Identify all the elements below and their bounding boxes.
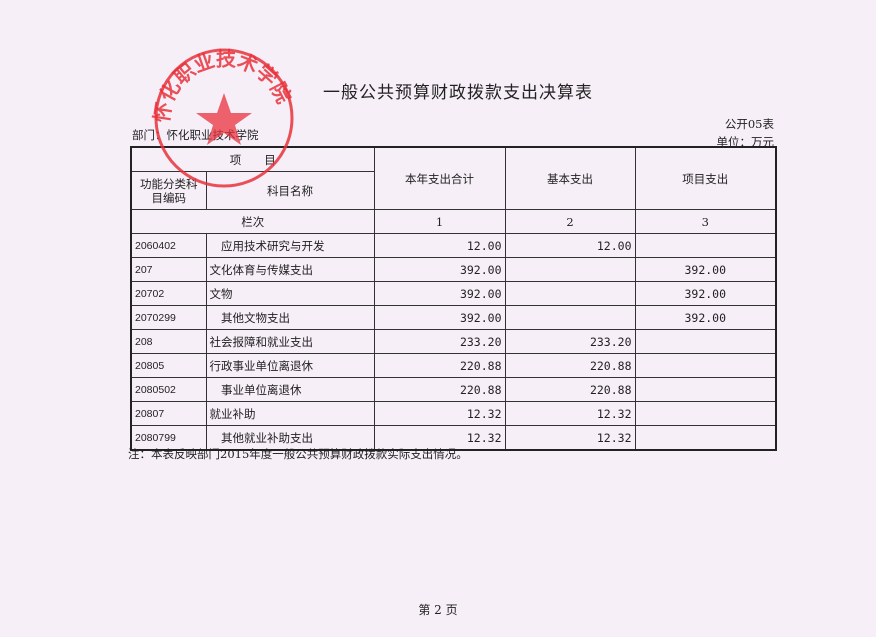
- row-name: 文化体育与传媒支出: [205, 257, 375, 282]
- row-basic: [504, 257, 636, 282]
- row-code: 20807: [130, 401, 207, 426]
- page-title: 一般公共预算财政拨款支出决算表: [323, 83, 593, 103]
- row-code: 2080502: [130, 377, 207, 402]
- table-row: 20702 文物 392.00 392.00: [130, 281, 777, 306]
- row-code: 2060402: [130, 233, 207, 258]
- expenditure-table: 项 目 本年支出合计 基本支出 项目支出 功能分类科目编码 科目名称 栏次 1 …: [130, 146, 777, 451]
- table-row: 207 文化体育与传媒支出 392.00 392.00: [130, 257, 777, 282]
- table-row: 2080799 其他就业补助支出 12.32 12.32: [130, 425, 777, 451]
- row-project: [634, 353, 777, 378]
- row-name: 就业补助: [205, 401, 375, 426]
- row-project: [634, 233, 777, 258]
- row-project: [634, 377, 777, 402]
- row-basic: 220.88: [504, 353, 636, 378]
- row-basic: [504, 305, 636, 330]
- row-project: [634, 401, 777, 426]
- row-name: 事业单位离退休: [205, 377, 375, 402]
- row-project: [634, 425, 777, 451]
- row-total: 392.00: [373, 257, 506, 282]
- table-row: 20805 行政事业单位离退休 220.88 220.88: [130, 353, 777, 378]
- row-total: 12.32: [373, 425, 506, 451]
- row-basic: 233.20: [504, 329, 636, 354]
- row-basic: 12.00: [504, 233, 636, 258]
- header-total: 本年支出合计: [373, 146, 506, 210]
- row-code: 20702: [130, 281, 207, 306]
- table-row: 2060402 应用技术研究与开发 12.00 12.00: [130, 233, 777, 258]
- row-basic: [504, 281, 636, 306]
- page-number: 第 2 页: [418, 603, 458, 617]
- header-project: 项目支出: [634, 146, 777, 210]
- row-total: 220.88: [373, 377, 506, 402]
- row-basic: 12.32: [504, 401, 636, 426]
- row-total: 220.88: [373, 353, 506, 378]
- unit-label: 单位：万元: [716, 135, 775, 149]
- row-name: 社会报障和就业支出: [205, 329, 375, 354]
- row-code: 2070299: [130, 305, 207, 330]
- row-code: 207: [130, 257, 207, 282]
- row-name: 文物: [205, 281, 375, 306]
- row-total: 392.00: [373, 305, 506, 330]
- row-total: 233.20: [373, 329, 506, 354]
- row-total: 12.32: [373, 401, 506, 426]
- row-total: 392.00: [373, 281, 506, 306]
- header-row-no: 栏次: [130, 209, 375, 234]
- row-project: 392.00: [634, 257, 777, 282]
- row-basic: 12.32: [504, 425, 636, 451]
- row-code: 20805: [130, 353, 207, 378]
- row-name: 其他文物支出: [205, 305, 375, 330]
- row-name: 行政事业单位离退休: [205, 353, 375, 378]
- row-name: 应用技术研究与开发: [205, 233, 375, 258]
- row-code: 208: [130, 329, 207, 354]
- table-row: 2070299 其他文物支出 392.00 392.00: [130, 305, 777, 330]
- col-no-3: 3: [634, 209, 777, 234]
- row-project: 392.00: [634, 305, 777, 330]
- row-name: 其他就业补助支出: [205, 425, 375, 451]
- row-project: 392.00: [634, 281, 777, 306]
- note: 注：本表反映部门2015年度一般公共预算财政拨款实际支出情况。: [128, 447, 468, 461]
- col-no-2: 2: [504, 209, 636, 234]
- row-code: 2080799: [130, 425, 207, 451]
- form-number: 公开05表: [724, 117, 774, 131]
- row-total: 12.00: [373, 233, 506, 258]
- table-row: 2080502 事业单位离退休 220.88 220.88: [130, 377, 777, 402]
- table-row: 208 社会报障和就业支出 233.20 233.20: [130, 329, 777, 354]
- row-project: [634, 329, 777, 354]
- header-basic: 基本支出: [504, 146, 636, 210]
- table-row: 20807 就业补助 12.32 12.32: [130, 401, 777, 426]
- header-name: 科目名称: [205, 171, 375, 210]
- header-code: 功能分类科目编码: [130, 171, 207, 210]
- row-basic: 220.88: [504, 377, 636, 402]
- col-no-1: 1: [373, 209, 506, 234]
- header-item: 项 目: [130, 146, 375, 172]
- department: 部门：怀化职业技术学院: [132, 128, 259, 142]
